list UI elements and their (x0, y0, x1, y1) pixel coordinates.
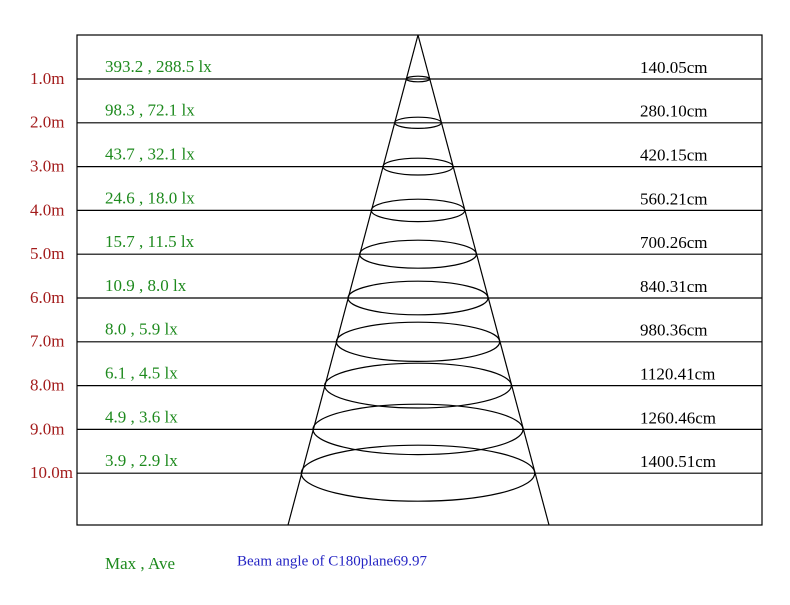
illuminance-label: 10.9 , 8.0 lx (105, 276, 187, 295)
diameter-label: 1400.51cm (640, 452, 716, 471)
diameter-label: 700.26cm (640, 233, 708, 252)
distance-label: 6.0m (30, 288, 64, 307)
beam-ellipse (405, 75, 431, 83)
distance-label: 10.0m (30, 463, 73, 482)
distance-label: 4.0m (30, 200, 64, 219)
distance-label: 8.0m (30, 376, 64, 395)
beam-ellipse (347, 280, 489, 316)
beam-ellipse (370, 198, 466, 223)
beam-ellipse (382, 157, 454, 176)
illuminance-label: 24.6 , 18.0 lx (105, 188, 195, 207)
illuminance-label: 98.3 , 72.1 lx (105, 101, 195, 120)
diameter-label: 280.10cm (640, 102, 708, 121)
beam-ellipse (324, 362, 512, 409)
diameter-label: 140.05cm (640, 58, 708, 77)
diameter-label: 420.15cm (640, 146, 708, 165)
distance-label: 9.0m (30, 419, 64, 438)
beam-ellipse (394, 116, 442, 130)
illuminance-label: 15.7 , 11.5 lx (105, 232, 195, 251)
illuminance-label: 3.9 , 2.9 lx (105, 451, 178, 470)
illuminance-label: 43.7 , 32.1 lx (105, 145, 195, 164)
distance-label: 3.0m (30, 157, 64, 176)
distance-label: 7.0m (30, 332, 64, 351)
illuminance-label: 6.1 , 4.5 lx (105, 364, 178, 383)
beam-ellipse (312, 403, 524, 456)
diameter-label: 560.21cm (640, 189, 708, 208)
distance-label: 5.0m (30, 244, 64, 263)
illuminance-label: 8.0 , 5.9 lx (105, 320, 178, 339)
beam-ellipse (335, 321, 501, 363)
distance-label: 2.0m (30, 113, 64, 132)
cone-edge (417, 34, 550, 526)
legend: Max , Ave (105, 554, 175, 573)
frame (76, 34, 763, 526)
illuminance-label: 4.9 , 3.6 lx (105, 407, 178, 426)
diameter-label: 1120.41cm (640, 365, 715, 384)
diameter-label: 840.31cm (640, 277, 708, 296)
caption: Beam angle of C180plane69.97 (237, 553, 427, 569)
diameter-label: 980.36cm (640, 321, 708, 340)
diameter-label: 1260.46cm (640, 408, 716, 427)
beam-ellipse (300, 444, 536, 502)
cone-edge (287, 34, 419, 526)
distance-label: 1.0m (30, 69, 64, 88)
illuminance-label: 393.2 , 288.5 lx (105, 57, 212, 76)
beam-ellipse (359, 239, 477, 269)
